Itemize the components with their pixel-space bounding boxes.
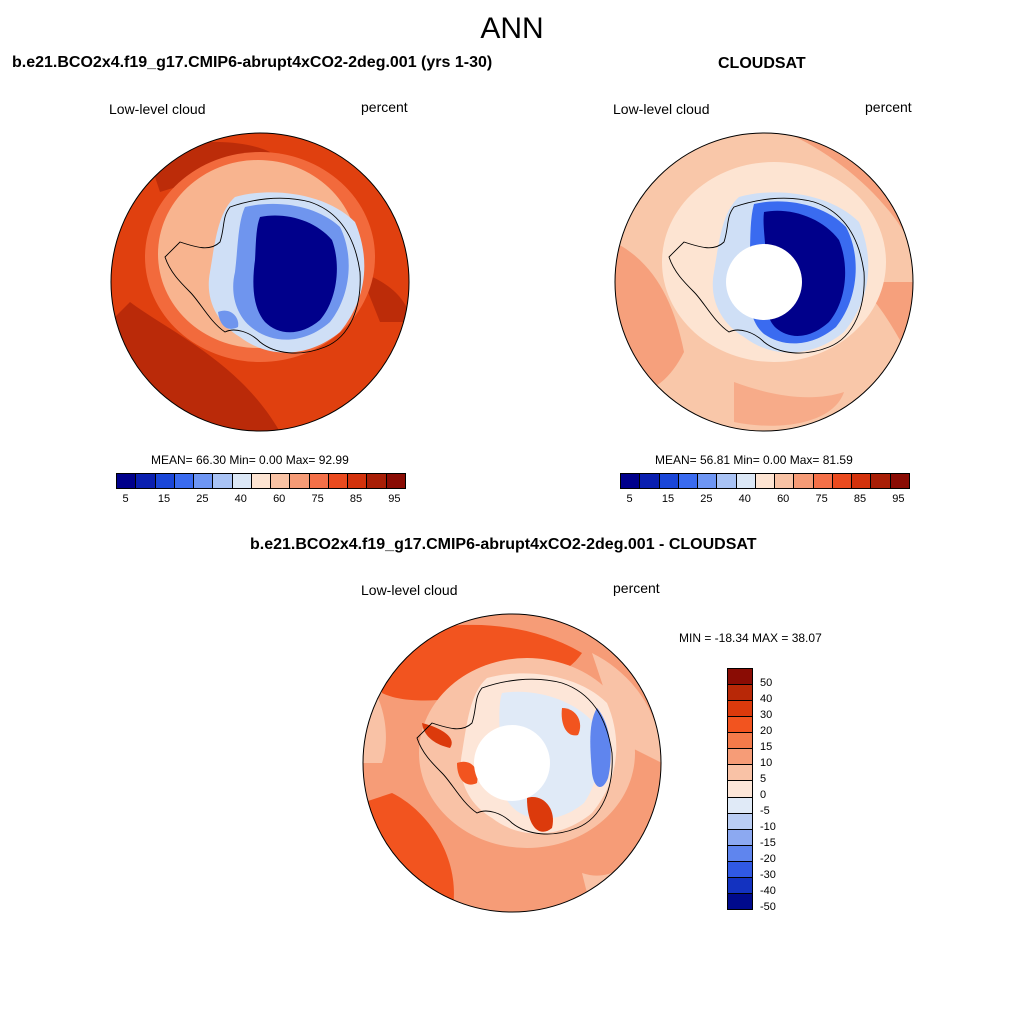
colorbar-swatch bbox=[813, 474, 833, 488]
colorbar-swatch bbox=[348, 474, 368, 488]
colorbar-swatch bbox=[232, 474, 252, 488]
colorbar-swatch bbox=[659, 474, 679, 488]
panel-2-variable: Low-level cloud bbox=[613, 101, 710, 117]
colorbar-tick-label: -10 bbox=[760, 821, 776, 833]
colorbar-tick-label: 95 bbox=[892, 493, 905, 505]
colorbar-swatch bbox=[290, 474, 310, 488]
colorbar-tick-label: 40 bbox=[234, 493, 247, 505]
colorbar-tick-label: -20 bbox=[760, 853, 776, 865]
colorbar-swatch bbox=[251, 474, 272, 488]
colorbar-swatch bbox=[328, 474, 349, 488]
panel-2-stats: MEAN= 56.81 Min= 0.00 Max= 81.59 bbox=[655, 453, 853, 467]
panel-1-units: percent bbox=[361, 99, 408, 115]
panel-3-stats: MIN = -18.34 MAX = 38.07 bbox=[679, 631, 822, 645]
colorbar-swatch bbox=[832, 474, 853, 488]
colorbar-tick-label: 40 bbox=[760, 693, 773, 705]
panel-1-variable: Low-level cloud bbox=[109, 101, 206, 117]
colorbar-tick-label: 15 bbox=[661, 493, 675, 505]
panel-3-units: percent bbox=[613, 580, 660, 596]
panel-3-colorbar bbox=[727, 668, 753, 910]
colorbar-swatch bbox=[194, 474, 214, 488]
colorbar-swatch bbox=[728, 749, 752, 766]
colorbar-swatch bbox=[736, 474, 756, 488]
colorbar-tick-label: 40 bbox=[738, 493, 751, 505]
colorbar-tick-label: 95 bbox=[388, 493, 401, 505]
colorbar-swatch bbox=[728, 701, 752, 718]
colorbar-tick-label: 85 bbox=[349, 493, 363, 505]
colorbar-tick-label: 60 bbox=[273, 493, 286, 505]
colorbar-tick-label: -15 bbox=[760, 837, 776, 849]
panel-1-polar-map bbox=[110, 132, 410, 432]
colorbar-swatch bbox=[174, 474, 195, 488]
colorbar-swatch bbox=[728, 733, 752, 750]
colorbar-swatch bbox=[367, 474, 387, 488]
colorbar-swatch bbox=[728, 877, 752, 894]
colorbar-swatch bbox=[678, 474, 699, 488]
colorbar-swatch bbox=[728, 765, 752, 782]
season-title: ANN bbox=[480, 12, 544, 45]
colorbar-tick-label: 85 bbox=[853, 493, 867, 505]
colorbar-tick-label: 30 bbox=[760, 709, 773, 721]
colorbar-swatch bbox=[775, 474, 795, 488]
colorbar-swatch bbox=[728, 781, 752, 798]
colorbar-tick-label: 50 bbox=[760, 677, 773, 689]
colorbar-swatch bbox=[755, 474, 776, 488]
colorbar-swatch bbox=[728, 845, 752, 862]
panel-3-variable: Low-level cloud bbox=[361, 582, 458, 598]
colorbar-tick-label: 5 bbox=[122, 493, 129, 505]
colorbar-swatch bbox=[271, 474, 291, 488]
colorbar-swatch bbox=[309, 474, 329, 488]
colorbar-swatch bbox=[728, 829, 752, 846]
colorbar-swatch bbox=[155, 474, 175, 488]
colorbar-swatch bbox=[717, 474, 737, 488]
colorbar-swatch bbox=[728, 861, 752, 878]
panel-2-polar-map bbox=[614, 132, 914, 432]
colorbar-swatch bbox=[728, 669, 752, 686]
colorbar-swatch bbox=[136, 474, 156, 488]
colorbar-swatch bbox=[728, 685, 752, 702]
colorbar-swatch bbox=[728, 813, 752, 830]
colorbar-tick-label: 75 bbox=[311, 493, 324, 505]
colorbar-tick-label: 60 bbox=[777, 493, 790, 505]
panel-1-colorbar bbox=[116, 473, 406, 489]
colorbar-tick-label: 5 bbox=[760, 773, 767, 785]
colorbar-swatch bbox=[640, 474, 660, 488]
colorbar-swatch bbox=[852, 474, 872, 488]
panel-2-colorbar bbox=[620, 473, 910, 489]
colorbar-swatch bbox=[117, 474, 137, 488]
panel-2-units: percent bbox=[865, 99, 912, 115]
colorbar-swatch bbox=[621, 474, 641, 488]
colorbar-swatch bbox=[698, 474, 718, 488]
colorbar-tick-label: 15 bbox=[760, 741, 773, 753]
panel-3-polar-map bbox=[362, 613, 662, 913]
colorbar-tick-label: -30 bbox=[760, 869, 776, 881]
colorbar-swatch bbox=[794, 474, 814, 488]
colorbar-tick-label: 75 bbox=[815, 493, 828, 505]
colorbar-swatch bbox=[386, 474, 405, 488]
colorbar-tick-label: 25 bbox=[700, 493, 713, 505]
colorbar-swatch bbox=[213, 474, 233, 488]
colorbar-tick-label: 20 bbox=[760, 725, 773, 737]
colorbar-tick-label: -5 bbox=[760, 805, 770, 817]
colorbar-tick-label: 5 bbox=[626, 493, 633, 505]
colorbar-swatch bbox=[871, 474, 891, 488]
colorbar-tick-label: 0 bbox=[760, 789, 767, 801]
panel-1-title: b.e21.BCO2x4.f19_g17.CMIP6-abrupt4xCO2-2… bbox=[12, 54, 493, 71]
colorbar-swatch bbox=[728, 797, 752, 814]
colorbar-swatch bbox=[728, 717, 752, 734]
colorbar-tick-label: -40 bbox=[760, 885, 776, 897]
panel-2-title: CLOUDSAT bbox=[718, 55, 806, 72]
panel-3-title: b.e21.BCO2x4.f19_g17.CMIP6-abrupt4xCO2-2… bbox=[250, 536, 757, 553]
colorbar-tick-label: 10 bbox=[760, 757, 773, 769]
colorbar-swatch bbox=[890, 474, 909, 488]
colorbar-tick-label: 15 bbox=[157, 493, 171, 505]
colorbar-tick-label: 25 bbox=[196, 493, 209, 505]
colorbar-swatch bbox=[728, 893, 752, 909]
panel-1-stats: MEAN= 66.30 Min= 0.00 Max= 92.99 bbox=[151, 453, 349, 467]
colorbar-tick-label: -50 bbox=[760, 901, 776, 913]
